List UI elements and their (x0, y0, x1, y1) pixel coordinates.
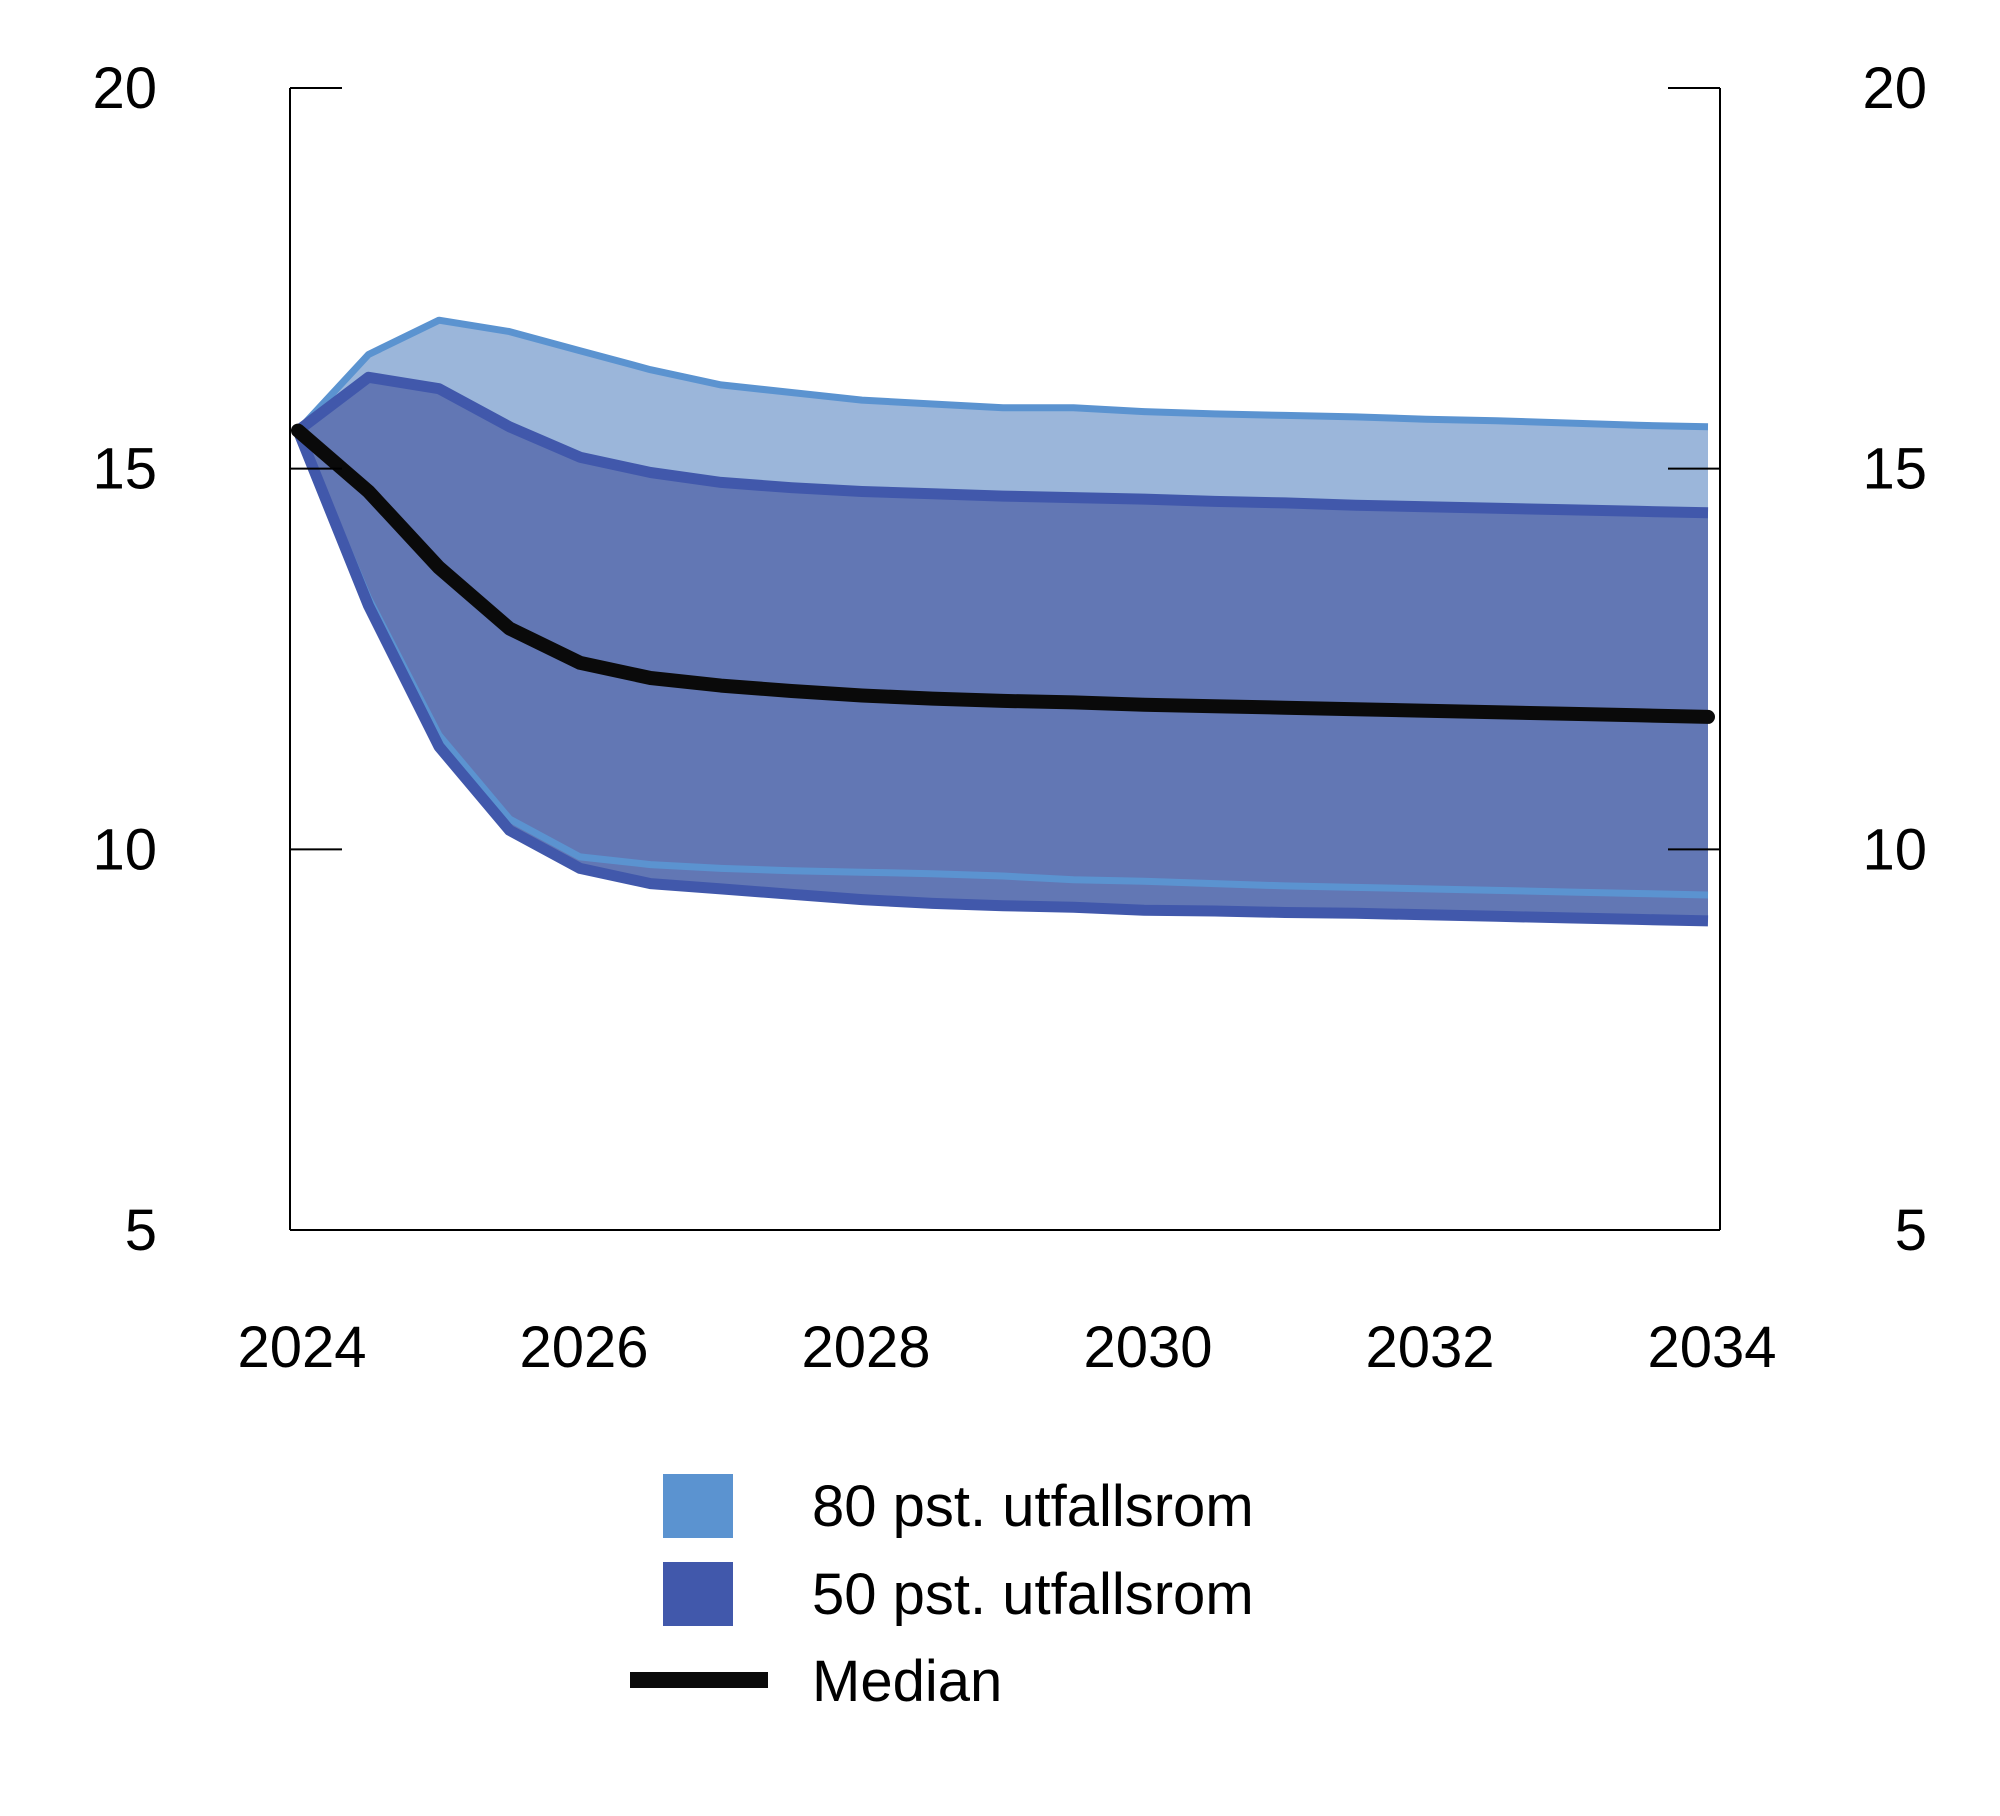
x-tick-label: 2026 (519, 1315, 648, 1380)
x-tick-label: 2034 (1647, 1315, 1776, 1380)
y-tick-label-left: 10 (92, 817, 157, 882)
legend-label: Median (812, 1649, 1002, 1714)
legend-label: 50 pst. utfallsrom (812, 1562, 1254, 1627)
y-tick-label-left: 20 (92, 56, 157, 121)
legend-swatch (663, 1562, 733, 1626)
plot-area (291, 316, 1715, 927)
legend: 80 pst. utfallsrom 50 pst. utfallsrom Medi… (630, 1474, 1254, 1714)
x-tick-label: 2028 (801, 1315, 930, 1380)
y-tick-label-left: 15 (92, 437, 157, 502)
x-tick-label: 2030 (1083, 1315, 1212, 1380)
y-tick-label-right: 15 (1862, 437, 1927, 502)
band-50-upper-line (294, 371, 1709, 519)
x-tick-label: 2024 (237, 1315, 366, 1380)
x-tick-label: 2032 (1365, 1315, 1494, 1380)
y-tick-label-right: 10 (1862, 817, 1927, 882)
band-50-area (298, 377, 1708, 921)
y-tick-label-left: 5 (125, 1198, 157, 1263)
band-50-lower-line (292, 428, 1709, 927)
legend-label: 80 pst. utfallsrom (812, 1474, 1254, 1539)
median-line (291, 423, 1715, 724)
band-80-lower-line (294, 429, 1709, 899)
band-80-upper-line (295, 316, 1709, 433)
y-tick-label-right: 5 (1895, 1198, 1927, 1263)
y-tick-label-right: 20 (1862, 56, 1927, 121)
axes: 5 5 10 10 15 15 20 20 2024 2026 2028 2030 2032 2034 (92, 56, 1927, 1380)
legend-swatch (663, 1474, 733, 1538)
